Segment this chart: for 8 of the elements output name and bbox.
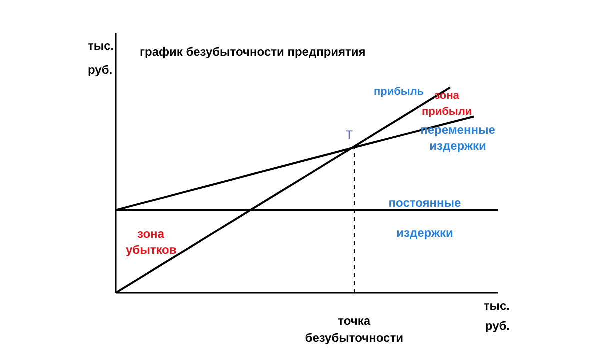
- text: постоянные издержки: [388, 196, 462, 240]
- annotation: T: [344, 128, 354, 142]
- y-axis-title: тыс. руб.: [88, 38, 114, 79]
- text: точка безубыточности: [304, 313, 404, 347]
- annotation: зона убытков: [126, 226, 177, 258]
- x-axis-title: тыс. руб.: [482, 298, 510, 335]
- chart-title: график безубыточности предприятия: [140, 45, 366, 59]
- series-label: переменные издержки: [420, 122, 496, 154]
